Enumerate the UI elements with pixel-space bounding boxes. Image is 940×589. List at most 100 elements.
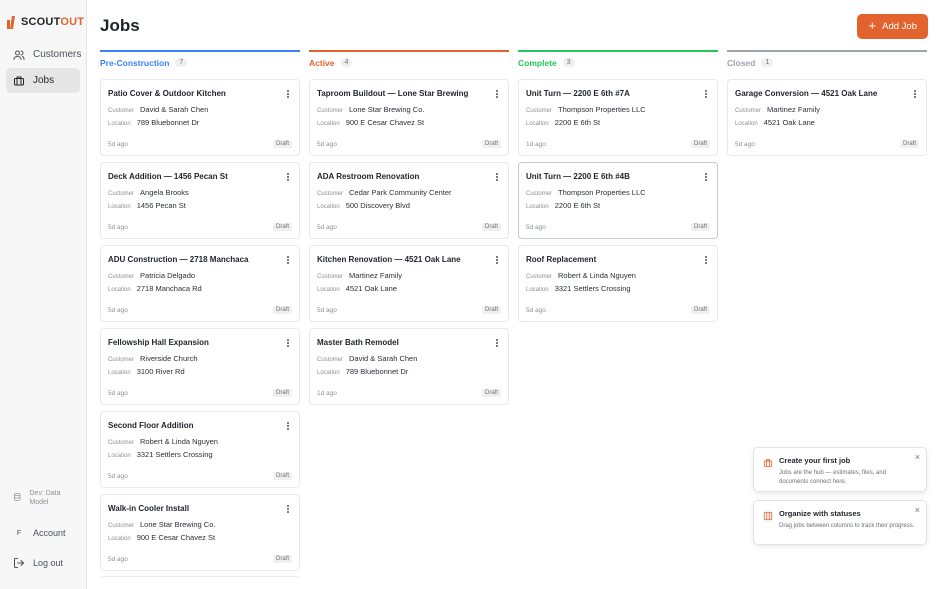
close-icon[interactable]: × [914,505,920,515]
location-label: Location [735,121,758,127]
job-age: 5d ago [108,389,128,397]
status-badge: Draft [272,306,292,314]
more-options-icon[interactable] [286,420,290,432]
briefcase-icon [14,76,24,85]
toast-title: Create your first job [779,456,851,465]
location-value: 789 Bluebonnet Dr [136,118,200,127]
more-options-icon[interactable] [286,503,290,515]
location-label: Location [108,121,131,127]
more-options-icon[interactable] [704,171,708,183]
job-age: 5d ago [108,140,128,148]
job-age: 5d ago [735,140,755,148]
column-header: Closed 1 [727,50,927,73]
column-title: Active [309,57,335,68]
location-label: Location [526,204,549,210]
location-value: 900 E Cesar Chavez St [345,118,425,127]
location-label: Location [317,287,340,293]
job-title: Unit Turn — 2200 E 6th #4B [526,172,630,181]
customer-label: Customer [108,274,135,280]
location-label: Location [526,121,549,127]
customer-value: Lone Star Brewing Co. [349,105,425,114]
sidebar-item-customers[interactable]: Customers [6,42,81,67]
column-header: Active 4 [309,50,509,73]
column-header: Pre-Construction 7 [100,50,300,73]
job-age: 5d ago [108,555,128,563]
column-pre-construction: Pre-Construction 7 Patio Cover & Outdoor K… [100,50,300,579]
toast-body: Jobs are the hub — estimates, files, and… [779,470,887,485]
customer-label: Customer [317,274,344,280]
job-card[interactable]: Kitchen Renovation — 4521 Oak Lane Custom… [309,245,509,322]
job-card[interactable]: Patio Cover & Outdoor Kitchen Customer Dav… [100,79,300,156]
more-options-icon[interactable] [495,88,499,100]
job-card[interactable]: Deck Addition — 1456 Pecan St Customer Ang… [100,162,300,239]
job-card[interactable]: Unit Turn — 2200 E 6th #4B Customer Thomps… [518,162,718,239]
more-options-icon[interactable] [286,337,290,349]
close-icon[interactable]: × [914,452,920,462]
status-badge: Draft [481,140,501,148]
job-card[interactable]: Master Bath Remodel Customer David & Sarah… [309,328,509,405]
column-count: 7 [175,58,188,67]
customer-value: Cedar Park Community Center [349,188,452,197]
job-title: Roof Replacement [526,255,597,264]
account-link[interactable]: F Account [6,521,80,545]
column-closed: Closed 1 Garage Conversion — 4521 Oak Lane… [727,50,927,579]
customer-value: Thompson Properties LLC [558,105,646,114]
brand-logo[interactable]: SCOUTOUT [0,0,86,34]
dev-label: Dev: Data Model [29,490,61,506]
job-title: Second Floor Addition [108,421,194,430]
users-icon [13,50,25,60]
customer-value: David & Sarah Chen [140,105,209,114]
more-options-icon[interactable] [495,337,499,349]
job-age: 5d ago [317,223,337,231]
job-card[interactable]: ADU Construction — 2718 Manchaca Customer… [100,245,300,322]
add-job-button[interactable]: + Add Job [856,13,928,39]
job-title: Patio Cover & Outdoor Kitchen [108,89,226,98]
column-title: Pre-Construction [100,57,170,68]
column-complete: Complete 3 Unit Turn — 2200 E 6th #7A Custo… [518,50,718,579]
column-count: 4 [340,58,353,67]
customer-label: Customer [526,274,553,280]
job-card[interactable]: Unit Turn — 2200 E 6th #7A Customer Thomps… [518,79,718,156]
location-label: Location [108,536,131,542]
brand-name: SCOUTOUT [21,16,85,28]
dev-data-model-link[interactable]: Dev: Data Model [6,489,80,507]
job-age: 5d ago [108,306,128,314]
job-age: 5d ago [317,140,337,148]
location-label: Location [108,287,131,293]
job-card[interactable]: Garage Conversion — 4521 Oak Lane Custome… [727,79,927,156]
status-badge: Draft [272,140,292,148]
more-options-icon[interactable] [495,171,499,183]
more-options-icon[interactable] [286,254,290,266]
customer-value: Martinez Family [767,105,820,114]
more-options-icon[interactable] [286,171,290,183]
location-value: 500 Discovery Blvd [345,201,410,210]
job-age: 5d ago [108,223,128,231]
customer-value: Martinez Family [349,271,402,280]
sidebar-item-jobs[interactable]: Jobs [6,68,80,93]
logout-icon [14,558,25,568]
job-card[interactable]: Taproom Buildout — Lone Star Brewing Cust… [309,79,509,156]
location-label: Location [108,204,131,210]
job-title: ADU Construction — 2718 Manchaca [108,255,249,264]
more-options-icon[interactable] [913,88,917,100]
column-count: 1 [761,58,774,67]
job-title: Garage Conversion — 4521 Oak Lane [735,89,878,98]
job-card[interactable]: Second Floor Addition Customer Robert & Li… [100,411,300,488]
more-options-icon[interactable] [704,88,708,100]
more-options-icon[interactable] [286,88,290,100]
job-card[interactable]: Fellowship Hall Expansion Customer Riversi… [100,328,300,405]
location-label: Location [317,370,340,376]
plus-icon: + [868,18,877,33]
job-card[interactable]: ADA Restroom Renovation Customer Cedar Par… [309,162,509,239]
toast-title: Organize with statuses [779,509,861,518]
logout-link[interactable]: Log out [6,551,80,575]
job-card[interactable]: Walk-in Cooler Install Customer Lone Star … [100,494,300,571]
more-options-icon[interactable] [495,254,499,266]
status-badge: Draft [272,389,292,397]
column-title: Complete [518,57,557,68]
location-value: 3100 River Rd [136,367,185,376]
more-options-icon[interactable] [704,254,708,266]
customer-value: Robert & Linda Nguyen [558,271,636,280]
job-card[interactable]: Roof Replacement Customer Robert & Linda N… [518,245,718,322]
customer-label: Customer [108,191,135,197]
